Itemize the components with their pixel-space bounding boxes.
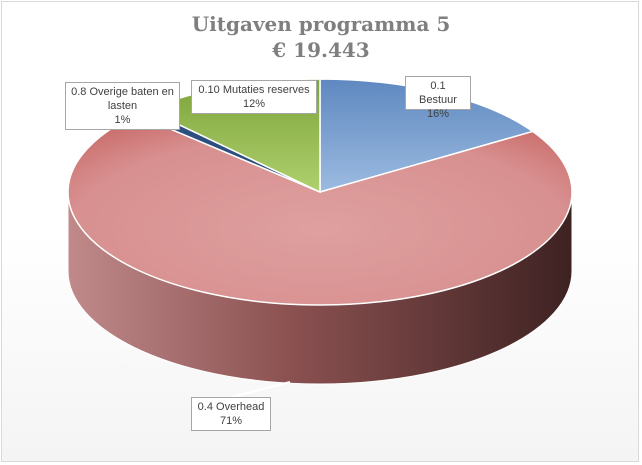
label-name: 0.10 Mutaties reserves [198,84,310,96]
data-label-mutaties-reserves: 0.10 Mutaties reserves 12% [191,80,317,114]
chart-subtitle: € 19.443 [272,38,370,62]
label-percent: 16% [426,108,450,120]
label-percent: 1% [114,114,131,126]
label-name: 0.8 Overige baten en lasten [71,86,174,112]
chart-title: Uitgaven programma 5 [191,12,451,36]
label-percent: 12% [242,98,266,110]
label-name: 0.1 Bestuur [419,80,457,106]
data-label-overige-baten-en-lasten: 0.8 Overige baten en lasten 1% [65,82,180,130]
pie-slice-overhead [67,113,573,306]
data-label-overhead: 0.4 Overhead 71% [191,397,271,431]
data-label-bestuur: 0.1 Bestuur 16% [405,76,471,120]
label-name: 0.4 Overhead [197,401,265,413]
leader-line-overhead [231,381,291,398]
label-percent: 71% [219,415,243,427]
